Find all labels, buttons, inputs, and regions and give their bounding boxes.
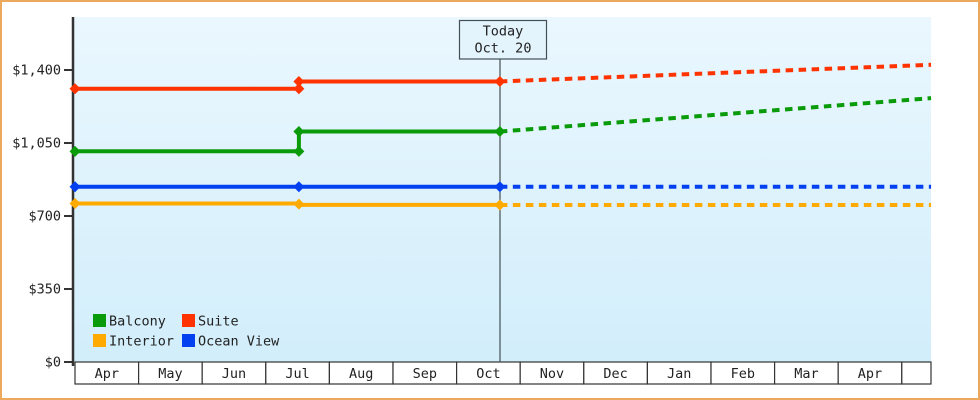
month-label: Feb [731, 366, 755, 382]
data-point-marker [69, 83, 81, 95]
y-tick-label: $350 [28, 282, 61, 298]
legend-swatch-ocean-view [182, 334, 195, 347]
series-line-balcony [75, 129, 500, 154]
y-tick-label: $0 [45, 355, 61, 371]
data-point-marker [69, 181, 81, 193]
x-axis-month-row: Apr May Jun Jul Aug Sep Oct Nov Dec Jan Feb Mar Apr [74, 361, 932, 385]
legend-label-suite: Suite [198, 314, 239, 330]
data-point-marker [293, 145, 305, 157]
y-tick-label: $700 [28, 209, 61, 225]
data-point-marker [293, 198, 305, 210]
legend: Balcony Suite Interior Ocean View [93, 314, 280, 350]
legend-label-ocean-view: Ocean View [198, 334, 280, 350]
month-label: Apr [858, 366, 882, 382]
month-label: Jan [667, 366, 691, 382]
today-callout-box [458, 19, 548, 60]
data-point-marker [69, 197, 81, 209]
month-label: Jul [285, 366, 309, 382]
month-label: Nov [540, 366, 564, 382]
month-label: May [158, 366, 182, 382]
data-point-marker [293, 83, 305, 95]
forecast-line-balcony [499, 96, 932, 134]
data-point-marker [293, 181, 305, 193]
legend-label-interior: Interior [109, 334, 174, 350]
month-label: Mar [794, 366, 818, 382]
data-point-marker [494, 199, 506, 211]
month-label: Apr [95, 366, 119, 382]
legend-label-balcony: Balcony [109, 314, 166, 330]
series-line-interior [75, 201, 500, 207]
month-label: Aug [349, 366, 373, 382]
price-series [69, 62, 932, 211]
data-point-marker [494, 181, 506, 193]
legend-swatch-interior [93, 334, 106, 347]
data-point-marker [494, 126, 506, 138]
y-tick-label: $1,400 [12, 63, 61, 79]
y-tick-label: $1,050 [12, 136, 61, 152]
y-axis: $0 $350 $700 $1,050 $1,400 [12, 63, 74, 371]
legend-swatch-balcony [93, 314, 106, 327]
month-label: Dec [603, 366, 627, 382]
legend-swatch-suite [182, 314, 195, 327]
data-point-marker [494, 75, 506, 87]
month-label: Jun [222, 366, 246, 382]
data-point-marker [293, 126, 305, 138]
month-cell [901, 361, 932, 385]
data-point-marker [69, 145, 81, 157]
today-date-label: Oct. 20 [475, 41, 532, 57]
month-label: Sep [413, 366, 437, 382]
month-label: Oct [476, 366, 500, 382]
data-point-marker [293, 75, 305, 87]
today-label: Today [483, 24, 524, 40]
forecast-line-suite [499, 62, 932, 84]
